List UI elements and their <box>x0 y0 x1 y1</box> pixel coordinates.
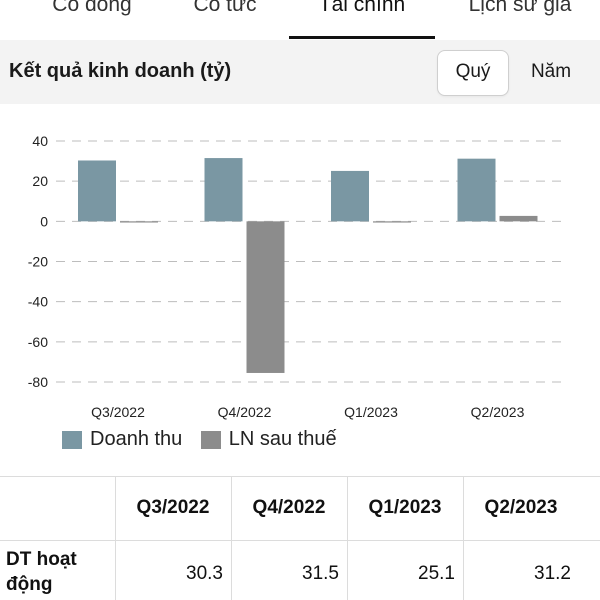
y-tick-label: -20 <box>28 254 48 270</box>
section-title: Kết quả kinh doanh (tỷ) <box>9 60 232 82</box>
business-results-chart: 40 20 0 -20 -40 -60 -80 Q3/2022 Q4/2022 Q1/2023 Q2… <box>0 104 600 474</box>
revenue-bar <box>331 170 369 222</box>
y-tick-label: -80 <box>28 374 48 390</box>
x-tick-label: Q1/2023 <box>344 404 398 420</box>
period-quarter-button[interactable]: Quý <box>437 50 509 96</box>
financial-table: Q3/2022 Q4/2022 Q1/2023 Q2/2023 DT hoạt … <box>0 476 600 600</box>
revenue-bar <box>78 160 116 222</box>
revenue-bar <box>204 158 243 222</box>
table-divider <box>231 476 232 600</box>
table-divider <box>463 476 464 600</box>
tab-finance[interactable]: Tài chính <box>318 0 406 16</box>
bar-chart: 40 20 0 -20 -40 -60 -80 Q3/2022 Q4/2022 Q1/2023 Q2… <box>28 133 562 420</box>
y-tick-label: 40 <box>32 133 48 149</box>
section-header: Kết quả kinh doanh (tỷ) Quý Năm <box>0 40 600 104</box>
tab-price-history[interactable]: Lịch sử giá <box>468 0 572 16</box>
table-cell: 30.3 <box>186 563 223 584</box>
x-tick-label: Q2/2023 <box>471 404 525 420</box>
legend-item-revenue[interactable]: Doanh thu <box>62 428 182 451</box>
y-tick-label: -60 <box>28 334 48 350</box>
legend-item-profit[interactable]: LN sau thuế <box>200 428 337 451</box>
active-tab-indicator <box>289 36 435 39</box>
legend-label-revenue: Doanh thu <box>90 428 183 450</box>
table-divider <box>0 476 600 477</box>
column-header: Q1/2023 <box>368 497 442 518</box>
profit-bar <box>246 221 285 373</box>
revenue-bar <box>457 158 496 222</box>
table-divider <box>115 476 116 600</box>
tab-bar: Cổ đông Cổ tức Tài chính Lịch sử giá <box>0 0 600 40</box>
legend-label-profit: LN sau thuế <box>228 428 337 450</box>
table-cell: 31.2 <box>534 563 571 584</box>
table-divider <box>347 476 348 600</box>
y-tick-label: -40 <box>28 294 48 310</box>
y-tick-label: 0 <box>40 213 48 229</box>
y-tick-label: 20 <box>32 173 48 189</box>
column-header: Q4/2022 <box>252 497 326 518</box>
period-year-button[interactable]: Năm <box>530 61 572 82</box>
chart-legend: Doanh thu LN sau thuế <box>62 428 351 454</box>
column-header: Q3/2022 <box>136 497 210 518</box>
table-cell: 31.5 <box>302 563 339 584</box>
row-label-revenue: DT hoạt động <box>6 549 77 595</box>
legend-swatch-profit <box>200 430 221 449</box>
x-tick-label: Q4/2022 <box>218 404 272 420</box>
table-divider <box>0 540 600 541</box>
tab-dividends[interactable]: Cổ tức <box>193 0 257 16</box>
column-header: Q2/2023 <box>484 497 558 518</box>
profit-bar <box>373 221 411 223</box>
tab-shareholders[interactable]: Cổ đông <box>52 0 132 16</box>
profit-bar <box>499 215 538 222</box>
x-tick-label: Q3/2022 <box>91 404 145 420</box>
table-cell: 25.1 <box>418 563 455 584</box>
profit-bar <box>120 221 158 223</box>
legend-swatch-revenue <box>62 430 82 449</box>
